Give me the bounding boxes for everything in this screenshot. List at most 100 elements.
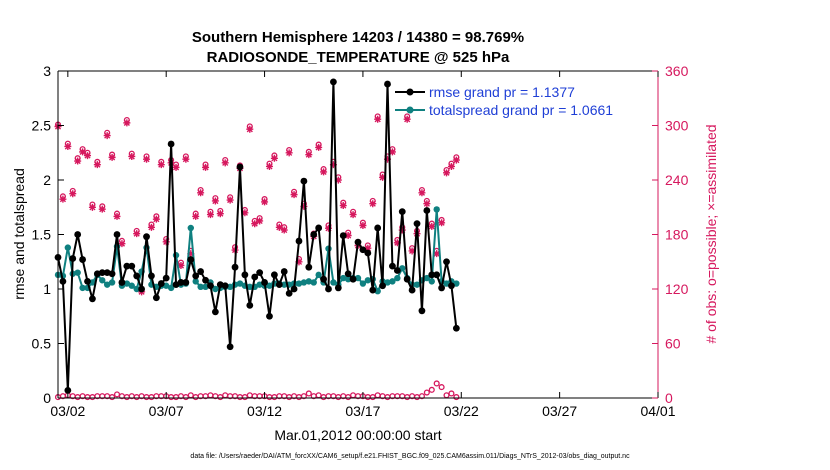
obs-assimilated-point: [59, 195, 67, 203]
rmse-point: [359, 246, 367, 254]
rmse-point: [157, 280, 165, 287]
x-tick-label: 03/07: [149, 403, 184, 419]
rmse-point: [310, 231, 318, 238]
obs-assimilated-point: [108, 153, 116, 161]
obs-assimilated-point: [403, 115, 411, 123]
totalspread-point: [394, 274, 401, 282]
rmse-point: [379, 282, 386, 290]
obs-assimilated-point: [339, 202, 347, 210]
rmse-point: [98, 269, 106, 277]
y-axis-label-left: rmse and totalspread: [11, 168, 27, 300]
rmse-point: [167, 140, 175, 148]
totalspread-point: [364, 277, 372, 284]
totalspread-point: [192, 278, 199, 285]
obs-rejected-point: [418, 393, 425, 400]
obs-rejected-markers: [54, 380, 460, 401]
obs-assimilated-point: [202, 163, 210, 171]
rmse-point: [133, 272, 141, 280]
obs-assimilated-point: [447, 162, 455, 170]
legend-spread-label: totalspread grand pr = 1.0661: [429, 102, 613, 118]
rmse-point: [152, 294, 160, 302]
rmse-point: [74, 231, 82, 238]
obs-assimilated-point: [295, 258, 303, 266]
obs-assimilated-point: [128, 152, 136, 160]
totalspread-point: [413, 281, 421, 288]
obs-assimilated-point: [197, 189, 205, 197]
rmse-point: [369, 286, 377, 294]
obs-rejected-point: [423, 389, 430, 396]
rmse-point: [226, 343, 234, 351]
obs-assimilated-point: [79, 148, 87, 156]
y-right-tick-label: 0: [665, 390, 673, 406]
obs-assimilated-point: [379, 173, 387, 181]
obs-rejected-point: [369, 394, 376, 401]
rmse-point: [339, 232, 347, 239]
rmse-point: [270, 271, 278, 279]
obs-rejected-point: [241, 394, 248, 401]
rmse-point: [389, 262, 396, 270]
x-tick-label: 03/17: [345, 403, 380, 419]
y-tick-label: 1.5: [32, 227, 52, 243]
rmse-point: [433, 271, 441, 279]
y-tick-label: 1: [43, 281, 51, 297]
rmse-point: [79, 256, 86, 263]
totalspread-point: [315, 271, 322, 279]
rmse-point: [295, 237, 303, 245]
obs-rejected-point: [428, 386, 435, 393]
obs-assimilated-point: [344, 232, 352, 239]
totalspread-point: [340, 274, 347, 282]
x-tick-label: 03/22: [444, 403, 479, 419]
totalspread-point: [344, 275, 352, 283]
rmse-point: [113, 231, 121, 238]
obs-assimilated-point: [69, 190, 77, 198]
y-tick-label: 2.5: [32, 118, 52, 134]
obs-assimilated-point: [408, 247, 416, 255]
obs-assimilated-point: [398, 226, 406, 234]
rmse-point: [148, 272, 155, 280]
obs-rejected-point: [438, 384, 445, 391]
y-tick-label: 3: [43, 63, 51, 79]
obs-rejected-point: [305, 390, 312, 397]
obs-assimilated-point: [369, 200, 377, 208]
legend: rmse grand pr = 1.1377 totalspread grand…: [395, 84, 613, 118]
rmse-point: [418, 307, 426, 315]
rmse-point: [143, 233, 150, 241]
totalspread-point: [389, 278, 396, 285]
obs-assimilated-point: [88, 203, 96, 211]
obs-assimilated-point: [64, 142, 72, 150]
obs-assimilated-point: [428, 222, 436, 230]
rmse-point: [305, 263, 313, 271]
rmse-point: [354, 238, 362, 246]
y-right-tick-label: 240: [665, 172, 689, 188]
rmse-point: [128, 262, 136, 270]
obs-assimilated-point: [423, 200, 431, 208]
chart-subtitle: RADIOSONDE_TEMPERATURE @ 525 hPa: [207, 49, 510, 66]
rmse-point: [192, 272, 200, 280]
rmse-point: [231, 263, 239, 271]
rmse-point: [162, 274, 170, 282]
obs-assimilated-point: [187, 250, 195, 258]
obs-assimilated-point: [98, 205, 106, 213]
obs-assimilated-point: [113, 212, 121, 220]
rmse-point: [403, 275, 411, 283]
rmse-point: [325, 285, 332, 293]
totalspread-point: [197, 283, 204, 291]
rmse-point: [398, 208, 406, 216]
totalspread-point: [167, 284, 175, 292]
rmse-point: [108, 270, 116, 278]
y-right-tick-label: 60: [665, 336, 681, 352]
x-tick-label: 03/12: [247, 403, 282, 419]
obs-assimilated-point: [226, 196, 234, 204]
rmse-point: [344, 270, 352, 278]
y-right-tick-label: 180: [665, 227, 689, 243]
obs-assimilated-point: [261, 198, 269, 206]
obs-assimilated-point: [133, 230, 141, 238]
obs-assimilated-point: [452, 156, 460, 164]
obs-assimilated-point: [241, 209, 249, 217]
obs-assimilated-point: [320, 168, 328, 176]
rmse-point: [413, 220, 421, 228]
obs-assimilated-point: [315, 143, 323, 151]
rmse-point: [69, 255, 77, 262]
y-right-tick-label: 300: [665, 118, 689, 134]
obs-assimilated-point: [334, 176, 342, 184]
